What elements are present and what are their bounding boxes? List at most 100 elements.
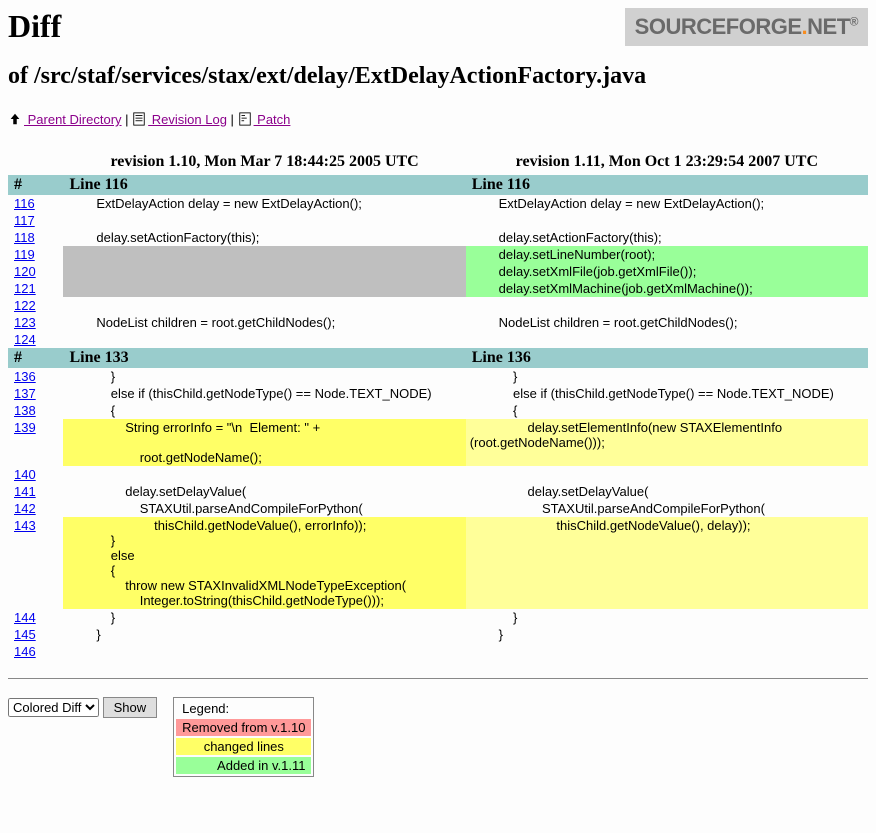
line-number-cell: 140 bbox=[8, 466, 63, 483]
diff-right-cell: NodeList children = root.getChildNodes()… bbox=[466, 314, 868, 331]
line-number-cell: 118 bbox=[8, 229, 63, 246]
right-revision-header: revision 1.11, Mon Oct 1 23:29:54 2007 U… bbox=[466, 149, 868, 175]
line-number-link[interactable]: 136 bbox=[14, 369, 36, 384]
page-title-diff: Diff bbox=[8, 8, 61, 45]
line-number-cell: 136 bbox=[8, 368, 63, 385]
line-number-link[interactable]: 140 bbox=[14, 467, 36, 482]
logo-reg: ® bbox=[850, 15, 858, 29]
up-icon bbox=[8, 112, 22, 126]
diff-right-cell: } bbox=[466, 368, 868, 385]
line-number-link[interactable]: 141 bbox=[14, 484, 36, 499]
diff-left-cell bbox=[63, 643, 465, 660]
line-header-hash: # bbox=[8, 348, 63, 368]
line-number-cell: 119 bbox=[8, 246, 63, 263]
revision-log-link[interactable]: Revision Log bbox=[148, 112, 227, 127]
page-title-path: of /src/staf/services/stax/ext/delay/Ext… bbox=[8, 63, 868, 90]
logo-text-2: NET bbox=[807, 14, 850, 39]
legend-added: Added in v.1.11 bbox=[176, 757, 311, 774]
line-number-cell: 144 bbox=[8, 609, 63, 626]
diff-right-cell: delay.setXmlFile(job.getXmlFile()); bbox=[466, 263, 868, 280]
line-number-cell: 141 bbox=[8, 483, 63, 500]
line-number-cell: 120 bbox=[8, 263, 63, 280]
line-number-link[interactable]: 118 bbox=[14, 230, 35, 245]
nav-links: Parent Directory | Revision Log | Patch bbox=[8, 112, 868, 127]
line-number-link[interactable]: 123 bbox=[14, 315, 36, 330]
diff-left-cell bbox=[63, 263, 465, 280]
diff-left-cell: } bbox=[63, 609, 465, 626]
line-header-left: Line 116 bbox=[63, 175, 465, 195]
diff-left-cell: String errorInfo = "\n Element: " + root… bbox=[63, 419, 465, 466]
diff-right-cell: else if (thisChild.getNodeType() == Node… bbox=[466, 385, 868, 402]
diff-table: revision 1.10, Mon Mar 7 18:44:25 2005 U… bbox=[8, 149, 868, 660]
diff-right-cell bbox=[466, 212, 868, 229]
divider bbox=[8, 678, 868, 679]
diff-right-cell: } bbox=[466, 626, 868, 643]
line-number-link[interactable]: 124 bbox=[14, 332, 36, 347]
diff-right-cell: ExtDelayAction delay = new ExtDelayActio… bbox=[466, 195, 868, 212]
line-number-link[interactable]: 145 bbox=[14, 627, 36, 642]
line-number-link[interactable]: 122 bbox=[14, 298, 36, 313]
line-number-link[interactable]: 146 bbox=[14, 644, 36, 659]
legend-removed: Removed from v.1.10 bbox=[176, 719, 311, 736]
line-number-link[interactable]: 116 bbox=[14, 196, 35, 211]
line-header-left: Line 133 bbox=[63, 348, 465, 368]
diff-right-cell: thisChild.getNodeValue(), delay)); bbox=[466, 517, 868, 609]
logo-text-1: SOURCEFORGE bbox=[635, 14, 802, 39]
diff-left-cell bbox=[63, 246, 465, 263]
line-header-right: Line 116 bbox=[466, 175, 868, 195]
diff-right-cell bbox=[466, 643, 868, 660]
log-icon bbox=[132, 112, 146, 126]
diff-mode-select[interactable]: Colored Diff bbox=[8, 698, 99, 717]
line-number-cell: 145 bbox=[8, 626, 63, 643]
line-number-link[interactable]: 143 bbox=[14, 518, 36, 533]
line-number-link[interactable]: 120 bbox=[14, 264, 36, 279]
line-header-right: Line 136 bbox=[466, 348, 868, 368]
diff-left-cell: delay.setActionFactory(this); bbox=[63, 229, 465, 246]
diff-right-cell: delay.setElementInfo(new STAXElementInfo… bbox=[466, 419, 868, 466]
diff-right-cell: STAXUtil.parseAndCompileForPython( bbox=[466, 500, 868, 517]
line-number-cell: 137 bbox=[8, 385, 63, 402]
line-number-link[interactable]: 117 bbox=[14, 213, 35, 228]
line-number-link[interactable]: 139 bbox=[14, 420, 36, 435]
line-number-cell: 143 bbox=[8, 517, 63, 609]
line-number-cell: 117 bbox=[8, 212, 63, 229]
diff-left-cell: thisChild.getNodeValue(), errorInfo)); }… bbox=[63, 517, 465, 609]
line-number-link[interactable]: 138 bbox=[14, 403, 36, 418]
legend-title: Legend: bbox=[176, 700, 311, 717]
line-header-hash: # bbox=[8, 175, 63, 195]
line-number-link[interactable]: 121 bbox=[14, 281, 36, 296]
line-number-cell: 121 bbox=[8, 280, 63, 297]
patch-link[interactable]: Patch bbox=[254, 112, 291, 127]
line-number-cell: 116 bbox=[8, 195, 63, 212]
diff-left-cell: } bbox=[63, 368, 465, 385]
diff-left-cell: ExtDelayAction delay = new ExtDelayActio… bbox=[63, 195, 465, 212]
nav-sep-1: | bbox=[122, 112, 133, 127]
sourceforge-logo: SOURCEFORGE.NET® bbox=[625, 8, 868, 46]
diff-left-cell bbox=[63, 280, 465, 297]
line-number-cell: 146 bbox=[8, 643, 63, 660]
line-number-link[interactable]: 119 bbox=[14, 247, 35, 262]
diff-left-cell bbox=[63, 466, 465, 483]
diff-left-cell bbox=[63, 297, 465, 314]
line-number-link[interactable]: 137 bbox=[14, 386, 36, 401]
legend-changed: changed lines bbox=[176, 738, 311, 755]
diff-left-cell: } bbox=[63, 626, 465, 643]
line-number-link[interactable]: 144 bbox=[14, 610, 36, 625]
left-revision-header: revision 1.10, Mon Mar 7 18:44:25 2005 U… bbox=[63, 149, 465, 175]
diff-left-cell: else if (thisChild.getNodeType() == Node… bbox=[63, 385, 465, 402]
parent-directory-link[interactable]: Parent Directory bbox=[24, 112, 122, 127]
diff-left-cell: delay.setDelayValue( bbox=[63, 483, 465, 500]
diff-right-cell: delay.setDelayValue( bbox=[466, 483, 868, 500]
diff-left-cell: { bbox=[63, 402, 465, 419]
line-number-link[interactable]: 142 bbox=[14, 501, 36, 516]
show-button[interactable]: Show bbox=[103, 697, 158, 718]
diff-right-cell bbox=[466, 297, 868, 314]
diff-right-cell: delay.setXmlMachine(job.getXmlMachine())… bbox=[466, 280, 868, 297]
patch-icon bbox=[238, 112, 252, 126]
diff-right-cell: } bbox=[466, 609, 868, 626]
nav-sep-2: | bbox=[227, 112, 238, 127]
line-number-cell: 139 bbox=[8, 419, 63, 466]
line-number-cell: 123 bbox=[8, 314, 63, 331]
legend-box: Legend: Removed from v.1.10 changed line… bbox=[173, 697, 314, 777]
line-number-cell: 142 bbox=[8, 500, 63, 517]
